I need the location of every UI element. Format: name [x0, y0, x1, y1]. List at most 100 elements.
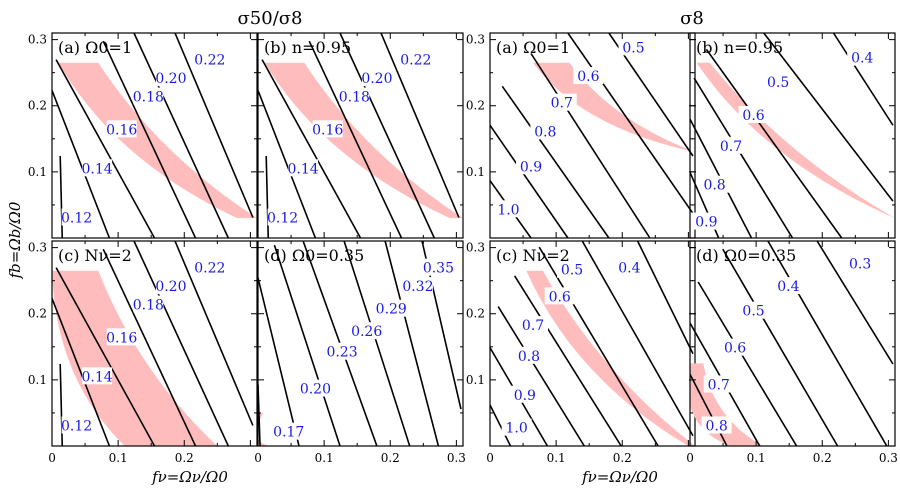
- contour-label-bg: [106, 120, 137, 138]
- contour-line: [273, 244, 341, 446]
- contour-label: 0.18: [339, 90, 370, 106]
- contour-label: 0.14: [82, 161, 113, 177]
- contour-line: [102, 40, 197, 238]
- x-tick-label: 0.2: [613, 451, 632, 465]
- contour-label: 0.6: [742, 108, 764, 124]
- confidence-band: [52, 270, 218, 446]
- contour-line: [490, 347, 549, 446]
- contour-label: 0.29: [376, 302, 407, 318]
- contour-line: [339, 33, 436, 238]
- panel-1: 0.12 0.14 0.16 0.18 0.20 0.22 (b) n=0.95: [257, 32, 464, 239]
- contour-label-bg: [518, 316, 549, 334]
- contour-label-bg: [513, 346, 544, 364]
- y-tick-label: 0.1: [466, 373, 485, 387]
- contour-label: 0.5: [561, 263, 583, 279]
- contour-label: 0.4: [618, 261, 640, 277]
- contour-label: 0.7: [720, 139, 742, 155]
- contour-line: [52, 90, 111, 238]
- contour-label-bg: [618, 38, 649, 56]
- contour-label-bg: [194, 258, 225, 276]
- contour-line: [490, 404, 512, 446]
- panel-7: 0.8 0.7 0.6 0.5 0.4 0.3 0 0.1 0.2 0.3 (d) Ω0=0.35: [686, 240, 898, 465]
- contour-label-bg: [546, 93, 577, 111]
- contour-label-bg: [691, 212, 722, 230]
- contour-label-bg: [133, 87, 164, 105]
- contour-line: [174, 33, 254, 218]
- contour-label: 0.8: [518, 349, 540, 365]
- contour-line: [530, 53, 651, 238]
- contour-line: [261, 59, 362, 238]
- contour-label-bg: [300, 379, 331, 397]
- y-tick-label: 0.3: [28, 241, 47, 255]
- contour-label: 0.7: [551, 96, 573, 112]
- contour-line: [567, 33, 694, 214]
- contour-label: 0.6: [577, 69, 599, 85]
- confidence-band: [264, 62, 463, 219]
- x-tick-label: 0.2: [175, 451, 194, 465]
- contour-label-bg: [557, 260, 587, 278]
- panel-3: 0.17 0.20 0.23 0.26 0.29 0.32 0.35 0 0.1 0.2 0.3 (d…: [254, 240, 466, 465]
- contour-label: 0.23: [326, 345, 357, 361]
- contour-line: [763, 33, 894, 202]
- contour-line: [308, 40, 403, 238]
- panel-label: (b) n=0.95: [264, 38, 351, 57]
- contour-label-bg: [327, 342, 358, 360]
- panel-4: 1.0 0.9 0.8 0.70.6 0.5 0.1 0.2 0.3 (a) Ω0=1: [466, 32, 696, 239]
- contour-label-bg: [61, 208, 92, 226]
- x-tick-label: 0: [254, 451, 262, 465]
- contour-label-bg: [845, 254, 876, 272]
- contour-label: 0.20: [300, 382, 331, 398]
- contour-line: [636, 241, 694, 355]
- contour-label: 0.7: [522, 318, 544, 334]
- contour-label-bg: [530, 122, 561, 140]
- x-tick-label: 0.2: [813, 451, 832, 465]
- contour-label: 0.18: [133, 298, 164, 314]
- contour-label-bg: [273, 422, 304, 440]
- contour-line: [513, 275, 622, 446]
- confidence-band: [696, 62, 895, 219]
- x-axis-label-left: fν=Ων/Ω0: [151, 468, 228, 486]
- contour-line: [59, 363, 64, 446]
- contour-label-bg: [402, 277, 433, 295]
- contour-label-bg: [351, 322, 382, 340]
- panel-label: (a) Ω0=1: [496, 38, 570, 57]
- contour-label-bg: [847, 48, 878, 66]
- contour-label: 0.4: [777, 279, 799, 295]
- contour-label: 0.12: [267, 211, 298, 227]
- contour-line: [52, 298, 111, 446]
- contour-line: [501, 85, 610, 238]
- contour-label: 0.5: [742, 304, 764, 320]
- contour-label: 0.3: [849, 257, 871, 273]
- y-tick-label: 0.3: [466, 33, 485, 47]
- panel-frame: [51, 240, 258, 447]
- contour-label-bg: [312, 120, 343, 138]
- contour-label: 0.8: [534, 124, 556, 140]
- contour-label: 0.12: [61, 211, 92, 227]
- contour-line: [690, 373, 728, 446]
- contour-line: [343, 241, 411, 446]
- y-tick-label: 0.3: [28, 33, 47, 47]
- y-tick-label: 0.2: [466, 99, 485, 113]
- contour-label: 0.6: [549, 289, 571, 305]
- y-tick-label: 0.3: [466, 241, 485, 255]
- contour-label: 0.16: [106, 330, 137, 346]
- x-tick-label: 0.3: [879, 451, 898, 465]
- contour-label: 0.16: [106, 122, 137, 138]
- contour-label: 0.20: [155, 279, 186, 295]
- panel-2: 0.12 0.14 0.16 0.18 0.20 0.22 0.1 0.2 0.3 0 0.1 0.2…: [28, 240, 258, 465]
- contour-label: 0.16: [312, 122, 343, 138]
- x-tick-label: 0.2: [381, 451, 400, 465]
- contour-label-bg: [716, 136, 746, 154]
- panel-frame: [257, 240, 464, 447]
- contour-line: [174, 241, 254, 426]
- contour-line: [133, 33, 230, 238]
- contour-label: 0.22: [194, 261, 225, 277]
- contour-label: 0.8: [706, 419, 728, 435]
- contour-line: [384, 241, 440, 446]
- contour-line: [265, 155, 270, 238]
- contour-label-bg: [61, 416, 92, 434]
- contour-label: 0.9: [695, 215, 717, 231]
- contour-line: [581, 241, 694, 437]
- contour-label-bg: [400, 50, 431, 68]
